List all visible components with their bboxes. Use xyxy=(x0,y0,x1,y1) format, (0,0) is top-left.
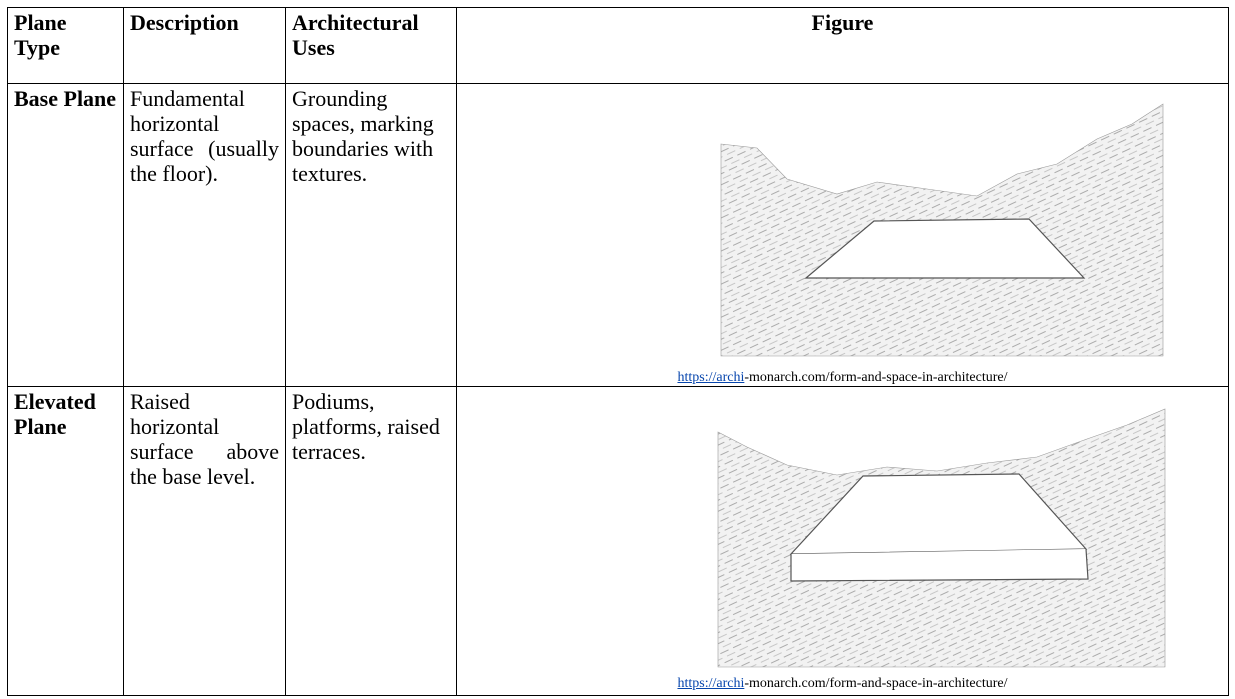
caption-link[interactable]: https://archi xyxy=(677,676,745,691)
uses: Grounding spaces, marking boundaries wit… xyxy=(285,83,457,387)
description: Fundamental horizontal surface (usually … xyxy=(123,83,286,387)
caption-text: -monarch.com/form-and-space-in-architect… xyxy=(744,676,1008,691)
header-cell: Figure xyxy=(456,7,1229,84)
plane-type: Base Plane xyxy=(7,83,124,387)
uses: Podiums, platforms, raised terraces. xyxy=(285,386,457,696)
table-row: Base Plane Fundamental horizontal surfac… xyxy=(7,83,1229,387)
header-row: Plane Type Description Architectural Use… xyxy=(7,7,1229,84)
plane-type: Elevated Plane xyxy=(7,386,124,696)
elevated-plane-sketch xyxy=(717,408,1166,668)
figure-cell: https://archi-monarch.com/form-and-space… xyxy=(456,386,1229,696)
table-row: Elevated Plane Raised horizontal surface… xyxy=(7,386,1229,696)
header-cell: Description xyxy=(123,7,286,84)
header-cell: Architectural Uses xyxy=(285,7,457,84)
description: Raised horizontal surface above the base… xyxy=(123,386,286,696)
plane-table: Plane Type Description Architectural Use… xyxy=(7,7,1229,696)
caption-text: -monarch.com/form-and-space-in-architect… xyxy=(744,370,1008,385)
header-cell: Plane Type xyxy=(7,7,124,84)
base-plane-sketch xyxy=(720,103,1164,357)
caption-link[interactable]: https://archi xyxy=(677,370,745,385)
caption: https://archi-monarch.com/form-and-space… xyxy=(457,676,1228,692)
figure-cell: https://archi-monarch.com/form-and-space… xyxy=(456,83,1229,387)
caption: https://archi-monarch.com/form-and-space… xyxy=(457,370,1228,386)
